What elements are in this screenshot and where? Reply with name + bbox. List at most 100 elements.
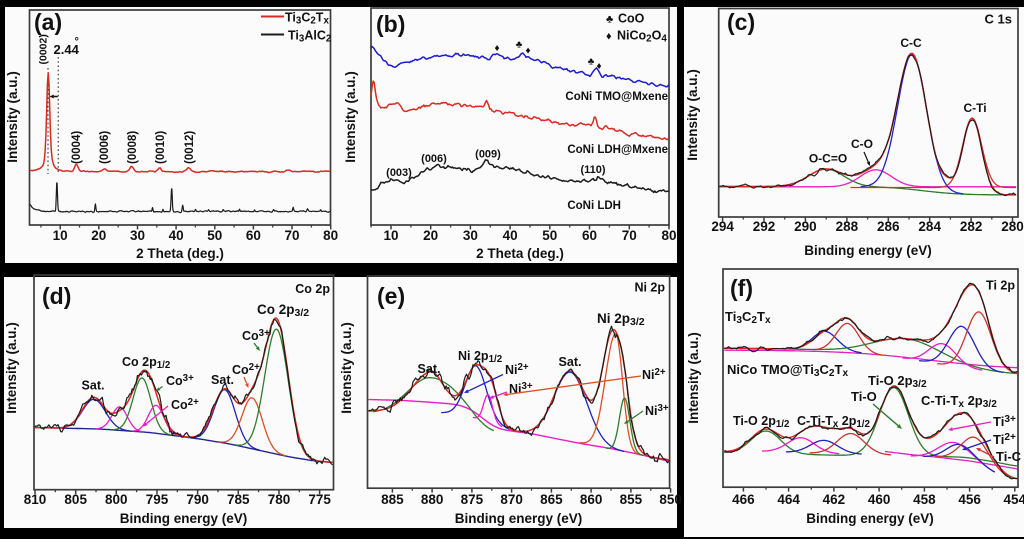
svg-text:2 Theta (deg.): 2 Theta (deg.)	[136, 246, 224, 261]
svg-text:454: 454	[1004, 492, 1024, 507]
svg-text:795: 795	[146, 492, 169, 507]
svg-text:Sat.: Sat.	[418, 362, 441, 376]
svg-text:70: 70	[622, 228, 637, 243]
svg-text:(0002): (0002)	[38, 34, 50, 64]
svg-text:50: 50	[542, 228, 557, 243]
svg-text:Binding energy (eV): Binding energy (eV)	[804, 243, 932, 258]
svg-text:°: °	[75, 36, 79, 48]
svg-text:♣: ♣	[606, 14, 613, 26]
svg-text:282: 282	[960, 219, 983, 234]
svg-text:Ti3AlC2: Ti3AlC2	[288, 29, 332, 45]
svg-text:80: 80	[323, 228, 338, 243]
svg-text:(b): (b)	[376, 11, 405, 37]
svg-text:288: 288	[836, 219, 859, 234]
svg-text:Intensity (a.u.): Intensity (a.u.)	[339, 322, 354, 414]
svg-text:CoNi LDH@Mxene: CoNi LDH@Mxene	[567, 144, 668, 156]
svg-text:C-Ti-Tx 2p1/2: C-Ti-Tx 2p1/2	[797, 414, 871, 430]
svg-text:♦: ♦	[606, 31, 612, 43]
svg-text:Sat.: Sat.	[211, 373, 234, 387]
svg-text:Co3+: Co3+	[166, 373, 194, 388]
svg-text:875: 875	[461, 492, 484, 507]
svg-text:Co2+: Co2+	[232, 362, 260, 377]
svg-text:Ti-O 2p1/2: Ti-O 2p1/2	[733, 414, 790, 430]
svg-text:Intensity (a.u.): Intensity (a.u.)	[685, 69, 700, 161]
svg-text:C-Ti: C-Ti	[963, 101, 986, 115]
svg-text:(110): (110)	[580, 164, 605, 176]
svg-text:60: 60	[246, 228, 261, 243]
svg-text:2 Theta (deg.): 2 Theta (deg.)	[476, 246, 564, 261]
svg-text:780: 780	[268, 492, 291, 507]
svg-text:(0012): (0012)	[184, 131, 196, 164]
svg-text:C-C: C-C	[900, 36, 922, 50]
svg-text:(c): (c)	[727, 9, 755, 35]
svg-text:(003): (003)	[386, 167, 412, 179]
svg-text:(006): (006)	[421, 153, 447, 165]
svg-text:Ti-O: Ti-O	[851, 389, 877, 404]
svg-text:810: 810	[24, 492, 47, 507]
svg-text:284: 284	[918, 219, 941, 234]
svg-text:CoO: CoO	[618, 12, 645, 26]
svg-text:Ti3C2Tx: Ti3C2Tx	[285, 11, 329, 27]
svg-text:Ti3C2Tx: Ti3C2Tx	[725, 309, 771, 326]
svg-text:Ti-C: Ti-C	[996, 449, 1022, 464]
svg-text:♦: ♦	[525, 46, 530, 57]
svg-text:290: 290	[794, 219, 817, 234]
svg-text:CoNi TMO@Mxene: CoNi TMO@Mxene	[565, 91, 668, 103]
svg-text:(0010): (0010)	[155, 131, 167, 164]
svg-text:70: 70	[284, 228, 299, 243]
svg-text:Sat.: Sat.	[559, 355, 582, 369]
svg-text:2.44: 2.44	[54, 42, 80, 57]
svg-text:♣: ♣	[588, 57, 595, 68]
svg-text:Co2+: Co2+	[171, 397, 199, 412]
svg-text:CoNi LDH: CoNi LDH	[567, 200, 621, 212]
svg-text:Co3+: Co3+	[242, 328, 270, 343]
svg-text:♦: ♦	[494, 43, 499, 54]
svg-text:10: 10	[53, 228, 68, 243]
svg-text:885: 885	[381, 492, 404, 507]
svg-text:800: 800	[105, 492, 128, 507]
svg-text:Binding energy (eV): Binding energy (eV)	[455, 511, 583, 526]
svg-text:60: 60	[582, 228, 597, 243]
svg-text:O-C=O: O-C=O	[809, 152, 847, 166]
svg-text:(d): (d)	[42, 283, 71, 309]
svg-text:Ni2+: Ni2+	[642, 367, 666, 382]
svg-text:Binding energy (eV): Binding energy (eV)	[806, 511, 934, 526]
svg-text:Ti2+: Ti2+	[993, 432, 1016, 447]
svg-text:(e): (e)	[377, 283, 405, 309]
svg-text:292: 292	[753, 219, 776, 234]
svg-text:880: 880	[421, 492, 444, 507]
svg-text:50: 50	[207, 228, 222, 243]
svg-text:C-O: C-O	[851, 137, 873, 151]
svg-text:Sat.: Sat.	[82, 379, 105, 393]
svg-text:40: 40	[503, 228, 518, 243]
svg-text:280: 280	[1001, 219, 1024, 234]
svg-text:40: 40	[169, 228, 184, 243]
svg-text:Intensity (a.u.): Intensity (a.u.)	[5, 71, 20, 163]
svg-text:790: 790	[186, 492, 209, 507]
svg-text:850: 850	[659, 492, 682, 507]
svg-text:30: 30	[463, 228, 478, 243]
svg-text:456: 456	[958, 492, 981, 507]
svg-text:Co 2p: Co 2p	[295, 282, 330, 296]
svg-text:855: 855	[620, 492, 643, 507]
svg-text:Ni3+: Ni3+	[645, 403, 669, 418]
svg-text:(0004): (0004)	[71, 131, 83, 164]
svg-text:860: 860	[580, 492, 603, 507]
svg-text:(009): (009)	[475, 149, 501, 161]
svg-text:Binding energy (eV): Binding energy (eV)	[120, 511, 248, 526]
svg-text:462: 462	[823, 492, 846, 507]
svg-text:(0006): (0006)	[99, 131, 111, 164]
svg-text:(a): (a)	[34, 9, 62, 35]
svg-text:♦: ♦	[596, 61, 601, 72]
svg-text:C-Ti-Tx 2p3/2: C-Ti-Tx 2p3/2	[921, 393, 997, 410]
svg-text:NiCo TMO@Ti3C2Tx: NiCo TMO@Ti3C2Tx	[727, 362, 848, 379]
svg-text:Intensity (a.u.): Intensity (a.u.)	[4, 322, 19, 414]
svg-text:Ni 2p3/2: Ni 2p3/2	[597, 311, 645, 328]
svg-text:458: 458	[913, 492, 936, 507]
svg-text:30: 30	[130, 228, 145, 243]
svg-text:(f): (f)	[730, 275, 753, 301]
svg-text:NiCo2O4: NiCo2O4	[617, 29, 667, 45]
svg-text:Intensity (a.u.): Intensity (a.u.)	[686, 332, 701, 424]
svg-text:870: 870	[500, 492, 523, 507]
svg-text:Ti3+: Ti3+	[993, 414, 1016, 429]
